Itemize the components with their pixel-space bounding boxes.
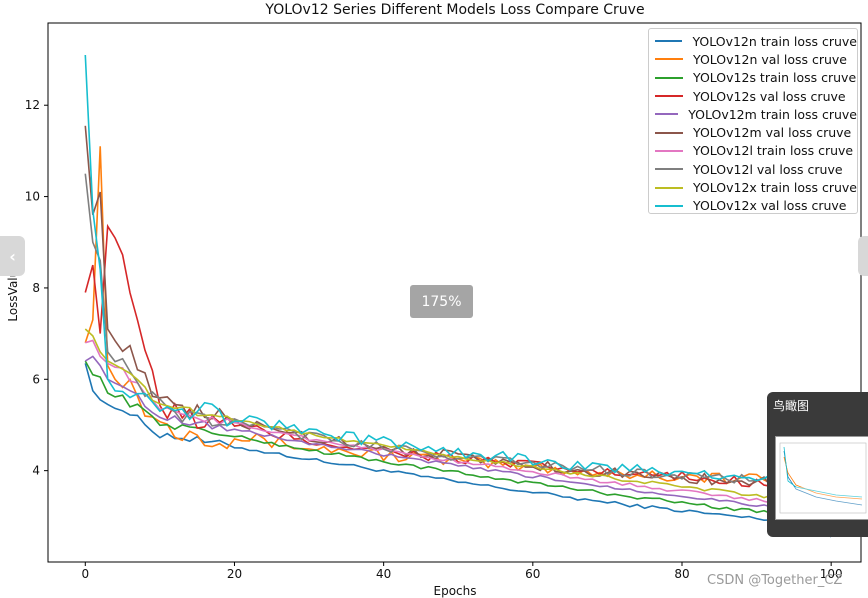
- series-line: [84, 54, 832, 486]
- zoom-level-badge: 175%: [410, 285, 473, 318]
- x-tick-label: 100: [820, 567, 843, 581]
- series-line: [84, 328, 832, 518]
- y-tick-label: 6: [32, 372, 40, 386]
- legend-label: YOLOv12m val loss cruve: [693, 125, 852, 141]
- chart-title: YOLOv12 Series Different Models Loss Com…: [264, 2, 644, 18]
- legend-label: YOLOv12m train loss cruve: [688, 106, 857, 122]
- y-tick-label: 4: [32, 464, 40, 478]
- x-tick-label: 80: [674, 567, 689, 581]
- legend-swatch: [655, 149, 683, 152]
- next-image-button[interactable]: [858, 236, 868, 276]
- watermark-text: CSDN @Together_CZ: [707, 573, 843, 588]
- legend-item: YOLOv12n val loss cruve: [655, 50, 857, 68]
- x-tick-label: 20: [227, 567, 242, 581]
- legend-swatch: [655, 76, 683, 79]
- series-line: [84, 355, 832, 529]
- y-tick-label: 10: [25, 190, 40, 204]
- chevron-left-icon: ‹: [9, 246, 16, 266]
- legend-label: YOLOv12x val loss cruve: [693, 198, 847, 214]
- series-layer: [84, 54, 832, 538]
- x-tick-label: 40: [376, 567, 391, 581]
- axis-layer: 0 20 40 60 80 100 4 6 8 10 12: [25, 98, 843, 581]
- legend-label: YOLOv12l train loss cruve: [693, 143, 854, 159]
- legend-swatch: [655, 95, 683, 98]
- overview-thumbnail-image: [779, 442, 867, 514]
- legend-item: YOLOv12x train loss cruve: [655, 178, 857, 196]
- x-tick-label: 60: [525, 567, 540, 581]
- legend-swatch: [655, 168, 683, 171]
- y-tick-label: 12: [25, 98, 40, 112]
- chart-legend: YOLOv12n train loss cruve YOLOv12n val lo…: [648, 28, 858, 214]
- legend-item: YOLOv12l val loss cruve: [655, 160, 857, 178]
- legend-item: YOLOv12m val loss cruve: [655, 123, 857, 141]
- series-line: [84, 173, 832, 487]
- legend-swatch: [655, 40, 683, 43]
- legend-label: YOLOv12n val loss cruve: [693, 51, 847, 67]
- legend-item: YOLOv12l train loss cruve: [655, 142, 857, 160]
- overview-thumbnail[interactable]: [775, 436, 868, 520]
- previous-image-button[interactable]: ‹: [0, 236, 25, 276]
- legend-swatch: [655, 58, 683, 61]
- legend-swatch: [655, 113, 679, 116]
- legend-label: YOLOv12x train loss cruve: [692, 180, 857, 196]
- y-axis-label: LossValue: [6, 262, 20, 321]
- x-axis-label: Epochs: [434, 584, 477, 598]
- legend-item: YOLOv12n train loss cruve: [655, 32, 857, 50]
- plot-area: [47, 22, 862, 563]
- legend-swatch: [655, 186, 683, 189]
- legend-label: YOLOv12s val loss cruve: [693, 88, 846, 104]
- legend-item: YOLOv12s train loss cruve: [655, 69, 857, 87]
- legend-swatch: [655, 204, 683, 207]
- legend-item: YOLOv12m train loss cruve: [655, 105, 857, 123]
- y-tick-label: 8: [32, 281, 40, 295]
- series-line: [84, 223, 832, 493]
- legend-item: YOLOv12s val loss cruve: [655, 87, 857, 105]
- series-line: [84, 363, 832, 538]
- legend-item: YOLOv12x val loss cruve: [655, 197, 857, 215]
- x-tick-label: 0: [81, 567, 89, 581]
- legend-label: YOLOv12s train loss cruve: [693, 70, 857, 86]
- overview-panel[interactable]: 鸟瞰图: [767, 392, 868, 537]
- series-line: [84, 360, 832, 534]
- overview-title: 鸟瞰图: [773, 399, 810, 413]
- legend-label: YOLOv12n train loss cruve: [692, 33, 857, 49]
- series-line: [85, 339, 832, 523]
- legend-swatch: [655, 131, 683, 134]
- legend-label: YOLOv12l val loss cruve: [693, 161, 843, 177]
